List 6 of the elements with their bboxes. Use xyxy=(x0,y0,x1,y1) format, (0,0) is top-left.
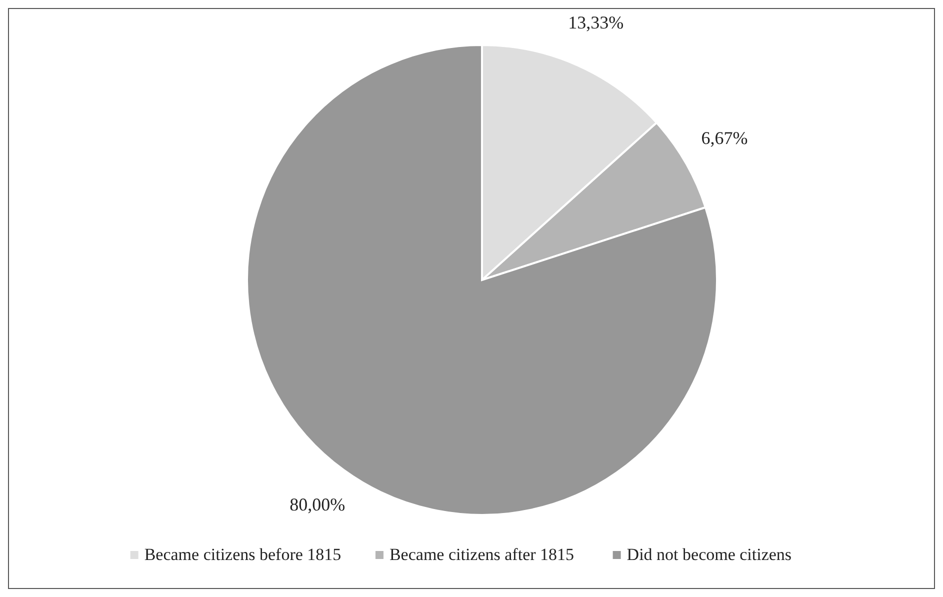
data-label: 6,67% xyxy=(701,128,748,148)
legend-label: Became citizens before 1815 xyxy=(144,544,342,564)
data-label: 80,00% xyxy=(290,494,346,515)
data-label: 13,33% xyxy=(568,12,624,32)
legend-label: Did not become citizens xyxy=(626,544,792,564)
legend-label: Became citizens after 1815 xyxy=(389,544,574,564)
